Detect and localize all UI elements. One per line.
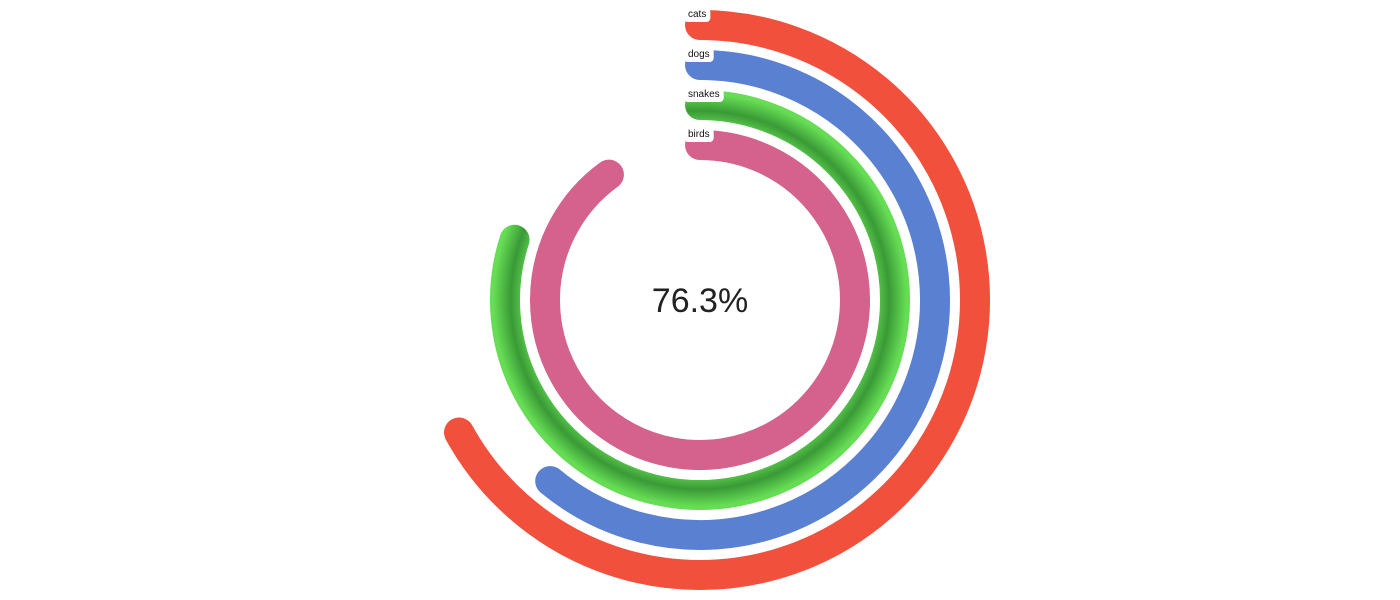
label-tag-birds: birds bbox=[684, 128, 714, 142]
label-tag-snakes: snakes bbox=[684, 88, 724, 102]
series-label-dogs: dogs bbox=[688, 49, 710, 60]
ring-cats bbox=[444, 10, 990, 590]
label-background-dogs bbox=[684, 48, 714, 62]
label-background-cats bbox=[684, 8, 711, 22]
series-rings bbox=[444, 10, 990, 590]
ring-dogs bbox=[535, 50, 950, 550]
series-label-birds: birds bbox=[688, 129, 710, 140]
ring-snakes bbox=[490, 90, 910, 510]
label-background-snakes bbox=[684, 88, 724, 102]
label-background-birds bbox=[684, 128, 714, 142]
series-label-snakes: snakes bbox=[688, 89, 720, 100]
label-tag-cats: cats bbox=[684, 8, 711, 22]
ring-birds bbox=[530, 130, 870, 470]
series-labels: cats dogs snakes birds bbox=[684, 8, 724, 142]
label-tag-dogs: dogs bbox=[684, 48, 714, 62]
center-value-label: 76.3% bbox=[652, 282, 748, 320]
series-label-cats: cats bbox=[688, 9, 706, 20]
